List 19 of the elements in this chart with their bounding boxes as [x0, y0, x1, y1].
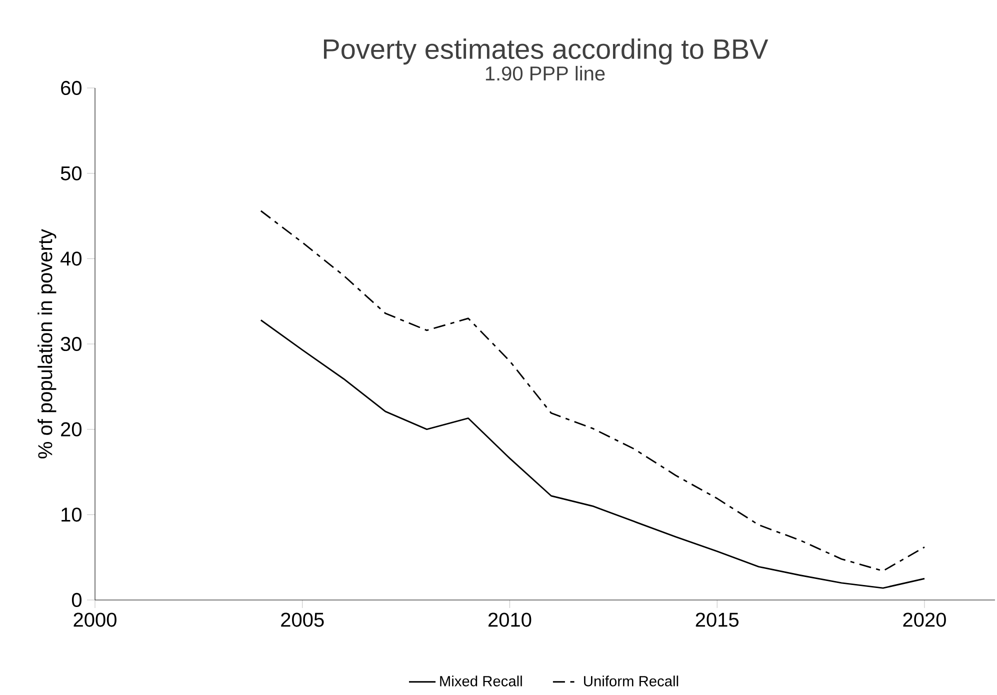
chart-subtitle: 1.90 PPP line: [486, 66, 605, 81]
legend-label: Uniform Recall: [584, 676, 678, 686]
line-series: [260, 210, 926, 572]
y-tick-label: 60: [61, 80, 82, 96]
x-tick-label: 2005: [281, 612, 324, 627]
y-tick-label: 20: [61, 422, 82, 436]
chart-title: Poverty estimates according to BBV: [324, 38, 768, 65]
y-tick-label: 10: [62, 508, 82, 522]
y-tick-label: 40: [60, 252, 82, 266]
line-series: [260, 319, 926, 589]
x-tick-label: 2000: [74, 612, 116, 627]
y-tick-label: 30: [60, 336, 82, 352]
y-tick-label: 0: [72, 592, 82, 608]
x-tick-label: 2015: [696, 612, 739, 627]
x-tick-label: 2020: [903, 612, 946, 627]
legend-label: Mixed Recall: [440, 676, 522, 686]
y-axis-title: % of population in poverty: [38, 229, 56, 458]
y-tick-label: 50: [60, 166, 82, 180]
x-tick-label: 2010: [488, 612, 532, 627]
